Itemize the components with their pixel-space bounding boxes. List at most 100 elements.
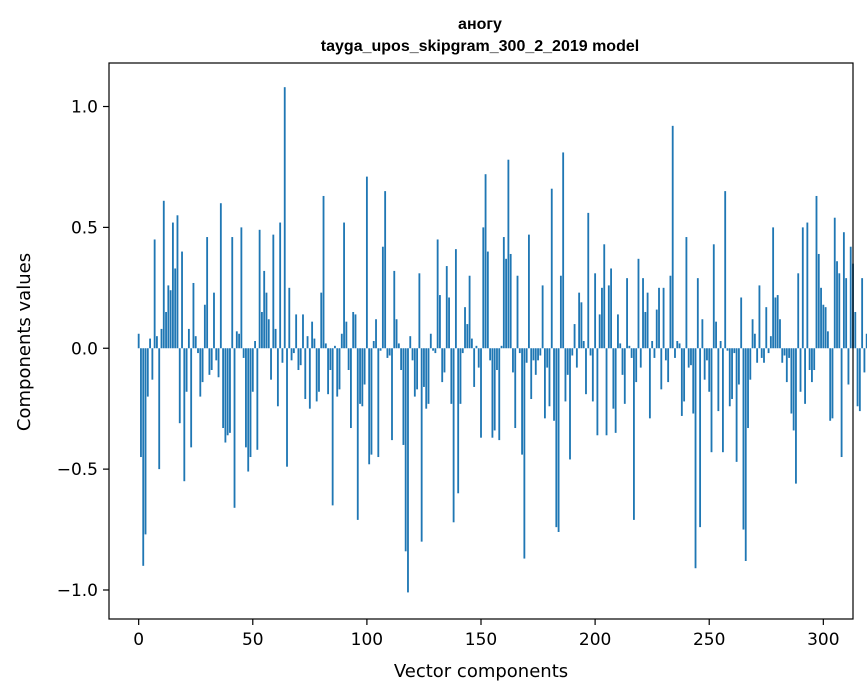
- bar-129: [432, 348, 434, 351]
- bar-235: [674, 348, 676, 358]
- x-tick-label-3: 150: [465, 630, 497, 650]
- bar-0: [137, 333, 140, 349]
- bar-279: [774, 297, 777, 349]
- bar-281: [779, 319, 781, 349]
- x-tick-label-1: 50: [242, 630, 264, 650]
- bar-302: [826, 331, 829, 349]
- bar-177: [541, 285, 544, 349]
- bar-46: [242, 348, 245, 358]
- bar-210: [617, 314, 619, 349]
- bar-77: [313, 338, 316, 349]
- y-tick-label-0: −1.0: [57, 581, 98, 601]
- bar-301: [824, 307, 827, 349]
- bar-240: [685, 237, 688, 349]
- bar-268: [749, 348, 752, 380]
- bar-287: [792, 348, 795, 431]
- bar-23: [190, 348, 193, 448]
- bar-121: [413, 348, 416, 397]
- bar-213: [623, 348, 626, 404]
- bar-21: [185, 348, 188, 392]
- bar-214: [626, 278, 628, 349]
- bar-127: [427, 348, 430, 404]
- bar-211: [619, 343, 622, 349]
- y-tick-label-3: 0.5: [71, 218, 98, 238]
- bar-272: [758, 285, 761, 349]
- bar-137: [450, 348, 453, 404]
- y-tick-label-4: 1.0: [71, 98, 98, 118]
- bar-139: [454, 249, 457, 349]
- bar-259: [728, 348, 731, 407]
- bar-58: [270, 348, 272, 380]
- bar-25: [194, 336, 197, 349]
- bar-22: [187, 328, 190, 349]
- bar-293: [806, 222, 809, 349]
- bar-283: [783, 348, 786, 356]
- bar-19: [181, 251, 183, 349]
- bar-55: [263, 270, 266, 349]
- bar-208: [612, 348, 615, 409]
- bar-198: [589, 348, 592, 356]
- bar-69: [295, 314, 298, 349]
- bar-192: [575, 348, 578, 368]
- bar-141: [459, 348, 462, 404]
- bar-145: [468, 275, 471, 349]
- bar-65: [286, 348, 288, 467]
- bar-31: [208, 348, 211, 375]
- bar-319: [865, 333, 867, 349]
- bar-13: [167, 285, 170, 349]
- bar-76: [311, 321, 314, 349]
- bar-261: [733, 348, 736, 354]
- bar-66: [288, 287, 291, 349]
- bar-151: [482, 227, 485, 349]
- bar-62: [279, 222, 282, 349]
- bar-216: [630, 348, 633, 358]
- bar-85: [331, 348, 334, 506]
- bar-295: [811, 348, 813, 383]
- bar-234: [671, 125, 674, 349]
- bar-202: [598, 314, 601, 349]
- bar-207: [610, 268, 612, 349]
- bar-163: [509, 253, 512, 349]
- bar-116: [402, 348, 405, 445]
- bar-300: [822, 304, 825, 349]
- bar-218: [635, 348, 638, 383]
- bar-288: [795, 348, 797, 484]
- bar-86: [334, 345, 336, 349]
- x-tick-label-6: 300: [807, 630, 839, 650]
- bar-223: [646, 292, 649, 349]
- bar-44: [238, 333, 240, 349]
- bar-303: [829, 348, 832, 421]
- bar-252: [712, 244, 715, 349]
- bar-149: [477, 348, 480, 368]
- bar-143: [464, 307, 466, 349]
- bar-278: [772, 227, 775, 349]
- bar-47: [245, 348, 247, 448]
- bar-115: [400, 348, 403, 371]
- bar-315: [856, 348, 859, 407]
- bar-63: [281, 348, 284, 363]
- bar-290: [799, 348, 802, 392]
- bar-95: [354, 314, 357, 349]
- bar-113: [395, 319, 398, 349]
- bar-144: [466, 324, 469, 349]
- bar-51: [254, 341, 256, 349]
- bar-131: [436, 239, 439, 349]
- bar-146: [470, 338, 473, 349]
- bar-164: [512, 348, 514, 373]
- bar-119: [409, 336, 412, 349]
- bar-204: [603, 244, 606, 349]
- bar-90: [343, 222, 345, 349]
- bar-237: [678, 343, 681, 349]
- bar-197: [587, 212, 590, 349]
- bar-67: [290, 348, 293, 361]
- bar-217: [633, 348, 635, 520]
- bar-74: [306, 336, 309, 349]
- bar-54: [261, 311, 263, 349]
- bar-64: [283, 87, 286, 349]
- y-tick-label-2: 0.0: [71, 339, 98, 359]
- bar-274: [763, 348, 765, 363]
- y-tick-label-1: −0.5: [57, 460, 98, 480]
- plot-area-frame: [108, 62, 854, 620]
- bar-181: [550, 188, 553, 349]
- bar-244: [694, 348, 697, 569]
